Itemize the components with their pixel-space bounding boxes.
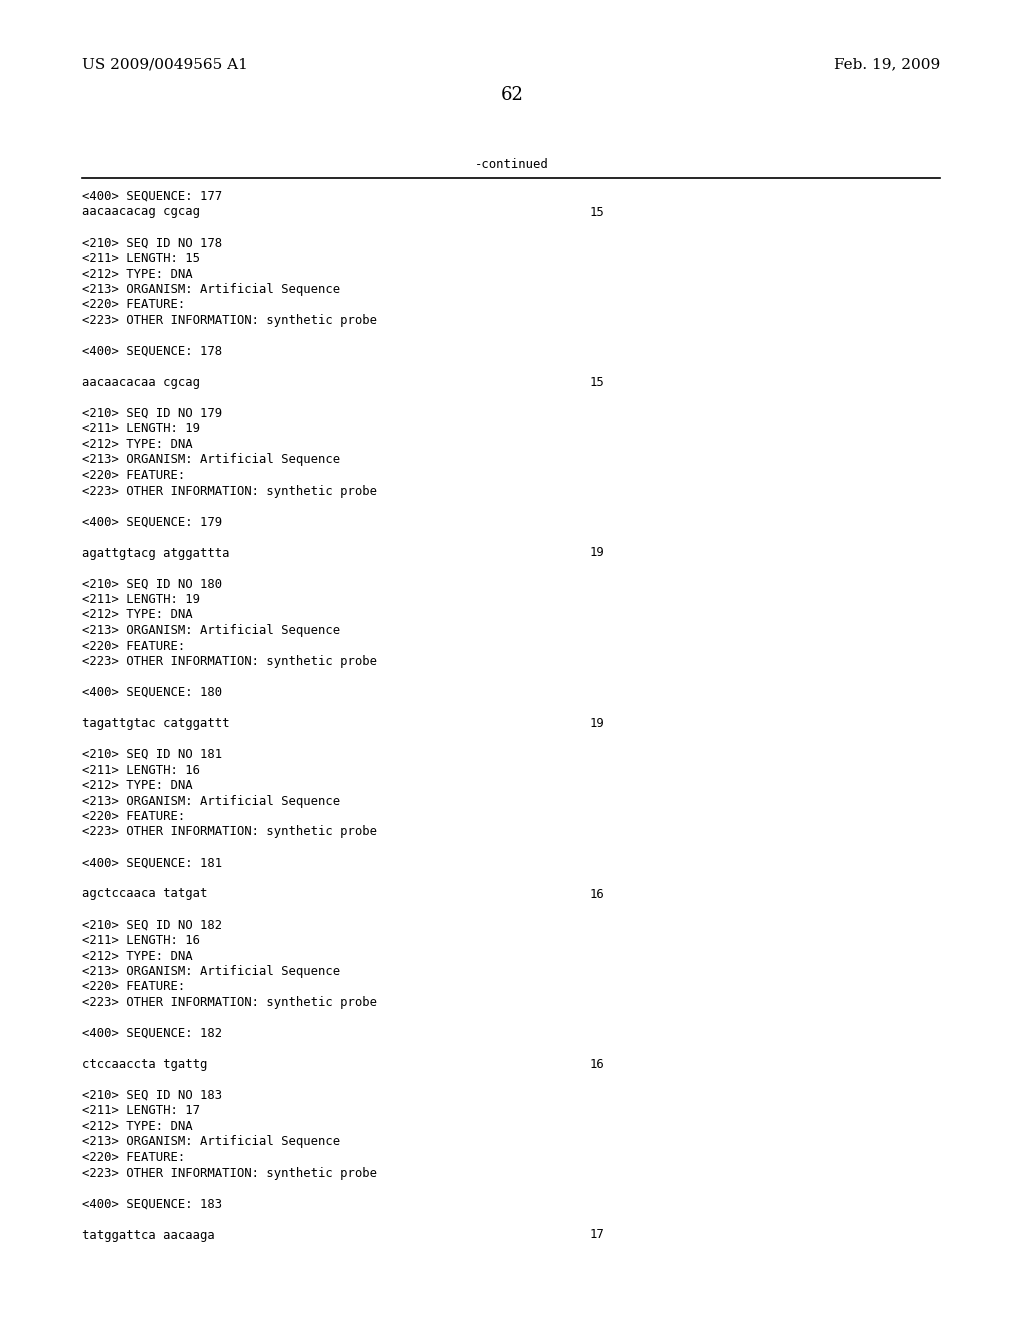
Text: <212> TYPE: DNA: <212> TYPE: DNA: [82, 268, 193, 281]
Text: aacaacacag cgcag: aacaacacag cgcag: [82, 206, 200, 219]
Text: tatggattca aacaaga: tatggattca aacaaga: [82, 1229, 215, 1242]
Text: <223> OTHER INFORMATION: synthetic probe: <223> OTHER INFORMATION: synthetic probe: [82, 997, 377, 1008]
Text: <211> LENGTH: 19: <211> LENGTH: 19: [82, 422, 200, 436]
Text: <212> TYPE: DNA: <212> TYPE: DNA: [82, 779, 193, 792]
Text: agctccaaca tatgat: agctccaaca tatgat: [82, 887, 208, 900]
Text: <213> ORGANISM: Artificial Sequence: <213> ORGANISM: Artificial Sequence: [82, 282, 340, 296]
Text: ctccaaccta tgattg: ctccaaccta tgattg: [82, 1059, 208, 1071]
Text: 16: 16: [590, 887, 605, 900]
Text: <223> OTHER INFORMATION: synthetic probe: <223> OTHER INFORMATION: synthetic probe: [82, 655, 377, 668]
Text: aacaacacaa cgcag: aacaacacaa cgcag: [82, 376, 200, 389]
Text: US 2009/0049565 A1: US 2009/0049565 A1: [82, 57, 248, 71]
Text: <210> SEQ ID NO 182: <210> SEQ ID NO 182: [82, 919, 222, 932]
Text: <213> ORGANISM: Artificial Sequence: <213> ORGANISM: Artificial Sequence: [82, 454, 340, 466]
Text: <400> SEQUENCE: 180: <400> SEQUENCE: 180: [82, 686, 222, 700]
Text: -continued: -continued: [475, 158, 549, 172]
Text: <220> FEATURE:: <220> FEATURE:: [82, 981, 185, 994]
Text: <212> TYPE: DNA: <212> TYPE: DNA: [82, 438, 193, 451]
Text: <400> SEQUENCE: 178: <400> SEQUENCE: 178: [82, 345, 222, 358]
Text: 62: 62: [501, 86, 523, 104]
Text: 19: 19: [590, 717, 605, 730]
Text: <213> ORGANISM: Artificial Sequence: <213> ORGANISM: Artificial Sequence: [82, 624, 340, 638]
Text: tagattgtac catggattt: tagattgtac catggattt: [82, 717, 229, 730]
Text: <220> FEATURE:: <220> FEATURE:: [82, 298, 185, 312]
Text: <400> SEQUENCE: 181: <400> SEQUENCE: 181: [82, 857, 222, 870]
Text: <400> SEQUENCE: 177: <400> SEQUENCE: 177: [82, 190, 222, 203]
Text: <220> FEATURE:: <220> FEATURE:: [82, 1151, 185, 1164]
Text: <210> SEQ ID NO 181: <210> SEQ ID NO 181: [82, 748, 222, 762]
Text: <212> TYPE: DNA: <212> TYPE: DNA: [82, 949, 193, 962]
Text: <211> LENGTH: 16: <211> LENGTH: 16: [82, 763, 200, 776]
Text: <223> OTHER INFORMATION: synthetic probe: <223> OTHER INFORMATION: synthetic probe: [82, 1167, 377, 1180]
Text: <223> OTHER INFORMATION: synthetic probe: <223> OTHER INFORMATION: synthetic probe: [82, 484, 377, 498]
Text: 17: 17: [590, 1229, 605, 1242]
Text: 16: 16: [590, 1059, 605, 1071]
Text: <213> ORGANISM: Artificial Sequence: <213> ORGANISM: Artificial Sequence: [82, 965, 340, 978]
Text: <211> LENGTH: 15: <211> LENGTH: 15: [82, 252, 200, 265]
Text: Feb. 19, 2009: Feb. 19, 2009: [834, 57, 940, 71]
Text: <210> SEQ ID NO 183: <210> SEQ ID NO 183: [82, 1089, 222, 1102]
Text: <210> SEQ ID NO 178: <210> SEQ ID NO 178: [82, 236, 222, 249]
Text: <220> FEATURE:: <220> FEATURE:: [82, 469, 185, 482]
Text: <211> LENGTH: 16: <211> LENGTH: 16: [82, 935, 200, 946]
Text: <211> LENGTH: 17: <211> LENGTH: 17: [82, 1105, 200, 1118]
Text: <213> ORGANISM: Artificial Sequence: <213> ORGANISM: Artificial Sequence: [82, 795, 340, 808]
Text: <213> ORGANISM: Artificial Sequence: <213> ORGANISM: Artificial Sequence: [82, 1135, 340, 1148]
Text: <400> SEQUENCE: 182: <400> SEQUENCE: 182: [82, 1027, 222, 1040]
Text: <210> SEQ ID NO 180: <210> SEQ ID NO 180: [82, 578, 222, 590]
Text: agattgtacg atggattta: agattgtacg atggattta: [82, 546, 229, 560]
Text: <223> OTHER INFORMATION: synthetic probe: <223> OTHER INFORMATION: synthetic probe: [82, 314, 377, 327]
Text: <210> SEQ ID NO 179: <210> SEQ ID NO 179: [82, 407, 222, 420]
Text: 15: 15: [590, 206, 605, 219]
Text: <212> TYPE: DNA: <212> TYPE: DNA: [82, 1119, 193, 1133]
Text: <212> TYPE: DNA: <212> TYPE: DNA: [82, 609, 193, 622]
Text: <220> FEATURE:: <220> FEATURE:: [82, 810, 185, 822]
Text: <220> FEATURE:: <220> FEATURE:: [82, 639, 185, 652]
Text: <400> SEQUENCE: 183: <400> SEQUENCE: 183: [82, 1197, 222, 1210]
Text: <223> OTHER INFORMATION: synthetic probe: <223> OTHER INFORMATION: synthetic probe: [82, 825, 377, 838]
Text: <211> LENGTH: 19: <211> LENGTH: 19: [82, 593, 200, 606]
Text: 15: 15: [590, 376, 605, 389]
Text: 19: 19: [590, 546, 605, 560]
Text: <400> SEQUENCE: 179: <400> SEQUENCE: 179: [82, 516, 222, 528]
